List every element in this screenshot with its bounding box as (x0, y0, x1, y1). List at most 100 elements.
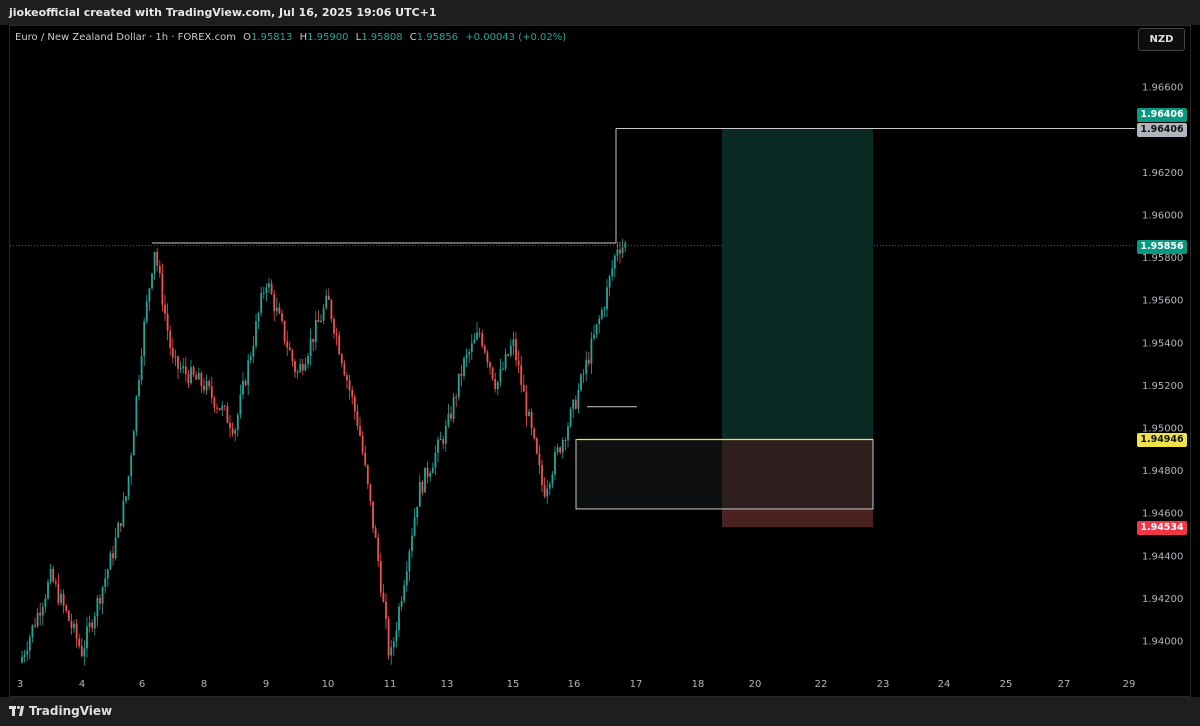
entry-price-label: 1.94946 (1137, 433, 1187, 447)
change-value: +0.00043 (+0.02%) (465, 32, 567, 43)
candle-body (288, 347, 291, 351)
candle-body (478, 332, 481, 334)
candle-body (398, 606, 400, 631)
candle-body (73, 623, 75, 628)
candle-body (91, 622, 94, 629)
candle-body (418, 481, 421, 507)
candle-body (70, 620, 73, 628)
candle-body (44, 598, 47, 607)
high-label: H (299, 32, 308, 43)
x-tick-label-4: 9 (263, 679, 269, 690)
candle-body (234, 430, 237, 434)
candle-body (395, 630, 398, 642)
candle-body (595, 324, 598, 335)
candle-body (171, 348, 174, 358)
candle-body (374, 528, 377, 538)
candle-body (161, 273, 164, 305)
x-tick-label-2: 6 (139, 679, 145, 690)
candle-body (593, 334, 595, 339)
candle-body (283, 320, 286, 342)
candle-body (442, 439, 445, 444)
candle-body (320, 320, 322, 322)
x-tick-label-17: 27 (1058, 679, 1071, 690)
candle-body (47, 582, 49, 599)
candle-body (364, 452, 367, 466)
candle-body (538, 453, 541, 466)
candle-body (226, 406, 229, 423)
candle-body (41, 606, 44, 616)
x-tick-label-9: 16 (568, 679, 581, 690)
candle-body (486, 352, 489, 363)
candle-body (359, 426, 361, 436)
chart-frame[interactable] (9, 25, 1191, 697)
candle-body (255, 321, 257, 347)
candle-body (236, 414, 239, 431)
y-tick-label-8: 1.95600 (1142, 296, 1183, 307)
close-value: 1.95856 (416, 32, 459, 43)
candle-body (156, 251, 159, 266)
candle-body (577, 390, 580, 409)
candle-body (606, 287, 608, 310)
candle-body (164, 304, 166, 314)
candle-body (353, 396, 356, 412)
candle-body (187, 373, 190, 384)
candle-body (400, 600, 403, 607)
target-line-label: 1.96406 (1137, 123, 1187, 137)
candle-body (203, 385, 205, 391)
profit-zone (722, 128, 873, 440)
candle-body (598, 318, 601, 325)
candle-body (278, 307, 281, 314)
demand-zone-box (575, 439, 874, 510)
candle-body (413, 517, 416, 536)
candle-body (517, 360, 520, 366)
candle-body (361, 435, 364, 453)
candle-body (561, 439, 564, 453)
candle-body (184, 366, 187, 374)
y-tick-label-0: 1.94000 (1142, 637, 1183, 648)
stop-price-label: 1.94534 (1137, 521, 1187, 535)
candle-body (177, 356, 179, 369)
candle-body (426, 467, 429, 477)
currency-button[interactable]: NZD (1138, 28, 1185, 51)
low-label: L (355, 32, 362, 43)
y-tick-label-6: 1.95200 (1142, 381, 1183, 392)
y-tick-label-11: 1.96200 (1142, 168, 1183, 179)
y-tick-label-4: 1.94800 (1142, 466, 1183, 477)
x-tick-label-11: 18 (692, 679, 705, 690)
candle-body (616, 249, 619, 256)
candle-body (411, 535, 413, 552)
candle-body (197, 373, 200, 380)
candle-body (333, 319, 335, 334)
candle-body (520, 365, 523, 385)
candle-body (372, 501, 374, 529)
x-tick-label-5: 10 (322, 679, 335, 690)
candle-body (567, 426, 569, 441)
candle-body (502, 368, 504, 370)
candle-body (509, 345, 512, 356)
y-tick-label-7: 1.95400 (1142, 338, 1183, 349)
candle-body (158, 265, 161, 274)
candle-body (608, 276, 611, 288)
candle-body (533, 428, 536, 439)
candle-body (291, 350, 294, 362)
candle-body (174, 356, 177, 358)
x-tick-label-15: 24 (938, 679, 951, 690)
candle-body (148, 288, 151, 302)
candle-body (122, 500, 125, 527)
candle-body (294, 361, 296, 373)
candle-body (366, 465, 369, 485)
candle-body (574, 399, 577, 409)
candle-body (192, 367, 195, 375)
x-tick-label-13: 22 (815, 679, 828, 690)
candle-body (260, 293, 263, 313)
y-tick-label-3: 1.94600 (1142, 509, 1183, 520)
tradingview-brand[interactable]: TradingView (9, 704, 112, 718)
candle-body (75, 623, 78, 639)
candle-body (611, 268, 614, 277)
candle-body (275, 307, 278, 312)
candle-body (26, 650, 29, 655)
candle-body (249, 356, 252, 361)
candle-body (587, 359, 590, 364)
candle-body (190, 367, 192, 384)
